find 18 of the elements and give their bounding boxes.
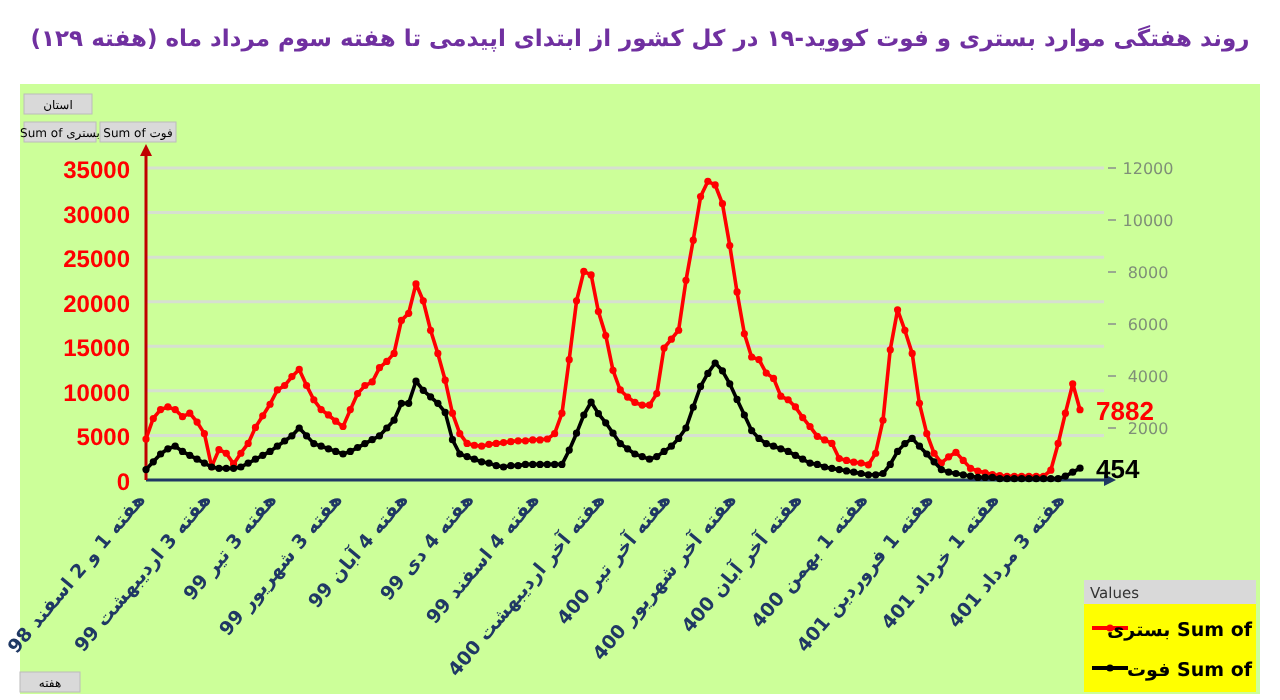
y-tick-label: 0 (116, 468, 131, 496)
data-label: 454 (1096, 454, 1141, 485)
y2-tick-label: 6000 (1127, 316, 1169, 334)
y-tick-label: 10000 (63, 378, 131, 407)
y-tick-label: 30000 (63, 200, 131, 229)
y-tick-label: 35000 (63, 156, 131, 184)
chart-title: روند هفتگی موارد بستری و فوت کووید-۱۹ در کل کشور از ابتدای اپیدمی تا هفته سوم مرداد ماه (هفته ۱۲۹) (28, 22, 1252, 56)
y-tick-label: 15000 (63, 334, 131, 363)
y2-tick-label: 4000 (1127, 368, 1169, 386)
y2-tick-label: 10000 (1122, 212, 1174, 230)
y2-tick-label: 12000 (1122, 160, 1174, 178)
y2-tick-label: 2000 (1127, 420, 1169, 438)
legend-label: Sum of فوت (1126, 660, 1254, 682)
y-tick-label: 25000 (63, 245, 131, 274)
legend-label: Sum of بستری (1106, 620, 1254, 642)
y-tick-label: 20000 (63, 289, 131, 318)
y2-tick-label: 8000 (1127, 264, 1169, 282)
y-tick-label: 5000 (76, 423, 131, 452)
